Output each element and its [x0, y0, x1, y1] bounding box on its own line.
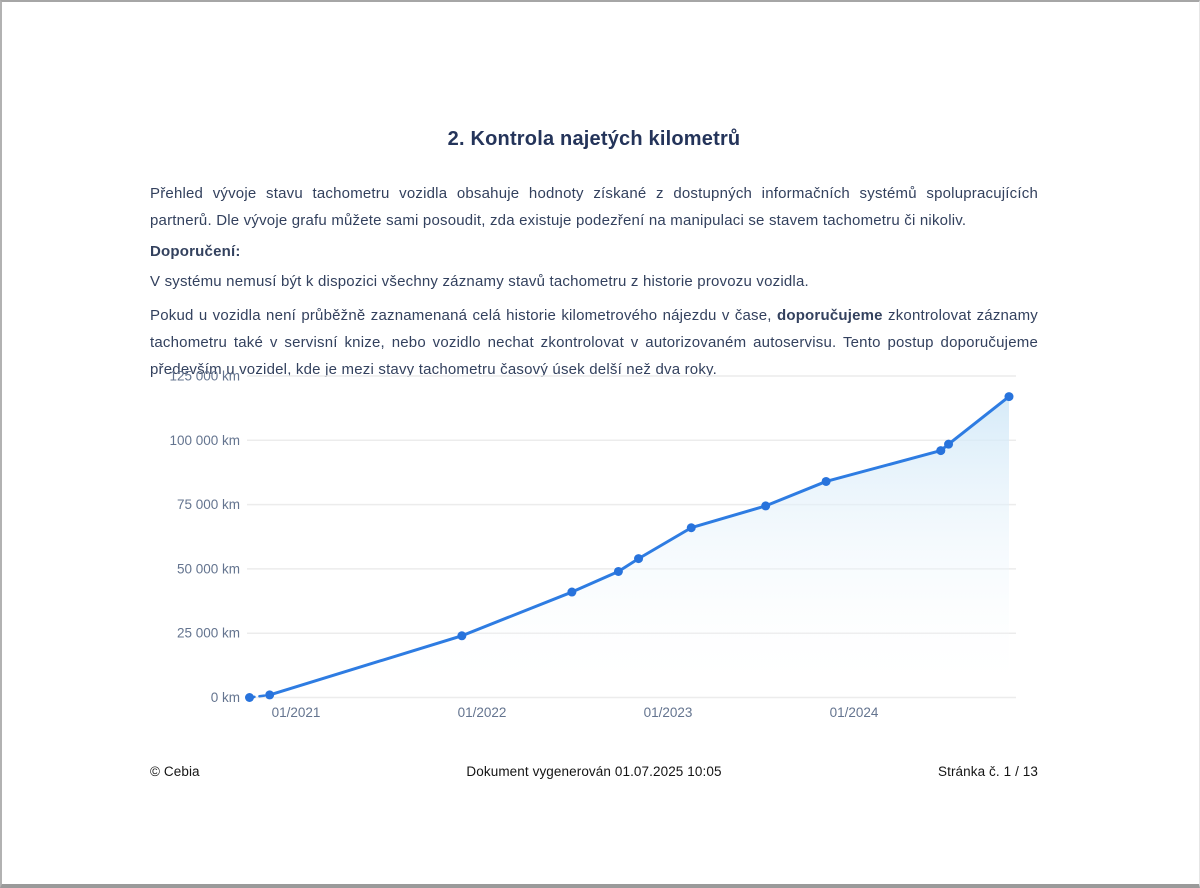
page-footer: © Cebia Dokument vygenerován 01.07.2025 … [150, 764, 1038, 779]
footer-generated: Dokument vygenerován 01.07.2025 10:05 [466, 764, 722, 779]
note-paragraph: V systému nemusí být k dispozici všechny… [150, 273, 809, 290]
data-point [686, 523, 696, 533]
section-title: 2. Kontrola najetých kilometrů [447, 128, 741, 151]
data-point [634, 554, 644, 564]
data-point [265, 690, 275, 700]
data-point [457, 631, 467, 641]
mileage-chart: 0 km 25 000 km 50 000 km 75 000 km 100 000 k… [150, 368, 1038, 724]
y-axis-tick-label: 50 000 km [177, 561, 240, 576]
data-point [944, 439, 954, 449]
data-point [567, 587, 577, 597]
x-axis-tick-label: 01/2022 [458, 705, 507, 720]
advice-text-after: zkontrolovat záznamy tachometru také v s… [150, 307, 1038, 378]
data-point [1004, 392, 1014, 402]
y-axis-tick-label: 25 000 km [177, 626, 240, 641]
footer-copyright: © Cebia [150, 764, 200, 779]
y-axis-tick-label: 100 000 km [169, 433, 240, 448]
recommendation-label: Doporučení: [150, 243, 241, 260]
data-point [761, 501, 771, 511]
advice-text-bold: doporučujeme [776, 307, 883, 324]
advice-paragraph: Pokud u vozidla není průběžně zaznamenan… [150, 302, 1038, 383]
x-axis-tick-label: 01/2023 [644, 705, 693, 720]
x-axis-tick-label: 01/2024 [830, 705, 879, 720]
data-point [936, 446, 946, 456]
y-axis-tick-label: 75 000 km [177, 497, 240, 512]
intro-paragraph: Přehled vývoje stavu tachometru vozidla … [150, 185, 1038, 229]
y-axis-tick-label: 0 km [211, 690, 240, 705]
advice-text-before: Pokud u vozidla není průběžně zaznamenan… [150, 307, 777, 324]
mileage-chart-svg: 0 km 25 000 km 50 000 km 75 000 km 100 000 k… [169, 369, 1016, 720]
x-axis-tick-label: 01/2021 [272, 705, 321, 720]
area-fill [249, 396, 1009, 698]
footer-page-number: Stránka č. 1 / 13 [937, 764, 1038, 779]
data-point [613, 566, 623, 576]
data-point [821, 476, 831, 486]
y-axis-tick-label: 125 000 km [169, 369, 240, 384]
data-point [245, 693, 254, 702]
